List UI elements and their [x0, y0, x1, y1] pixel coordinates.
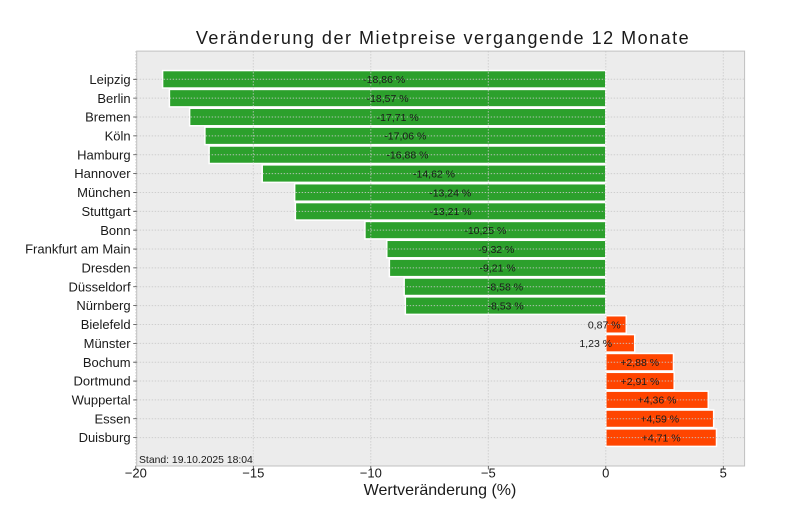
svg-text:Bielefeld: Bielefeld: [81, 317, 131, 332]
svg-text:Dresden: Dresden: [81, 261, 130, 276]
svg-text:Köln: Köln: [105, 128, 131, 143]
svg-text:Nürnberg: Nürnberg: [76, 298, 130, 313]
svg-text:Stuttgart: Stuttgart: [81, 204, 131, 219]
svg-text:Hannover: Hannover: [74, 166, 131, 181]
svg-text:-13,21 %: -13,21 %: [430, 206, 472, 218]
svg-text:-18,57 %: -18,57 %: [367, 93, 409, 105]
svg-text:Wertveränderung (%): Wertveränderung (%): [364, 482, 517, 499]
svg-text:1,23 %: 1,23 %: [579, 338, 612, 350]
svg-text:-9,21 %: -9,21 %: [479, 263, 515, 275]
svg-text:-8,58 %: -8,58 %: [487, 282, 523, 294]
svg-text:Duisburg: Duisburg: [79, 430, 131, 445]
svg-text:Veränderung der Mietpreise ver: Veränderung der Mietpreise vergangende 1…: [196, 28, 690, 48]
svg-text:Dortmund: Dortmund: [74, 374, 131, 389]
svg-text:0: 0: [602, 466, 609, 481]
svg-text:-8,53 %: -8,53 %: [487, 300, 523, 312]
svg-text:+2,88 %: +2,88 %: [620, 357, 659, 369]
svg-text:+4,36 %: +4,36 %: [638, 395, 677, 407]
svg-text:Berlin: Berlin: [97, 91, 130, 106]
svg-text:+4,71 %: +4,71 %: [642, 432, 681, 444]
svg-text:Bremen: Bremen: [85, 110, 131, 125]
svg-text:−20: −20: [125, 466, 147, 481]
svg-text:5: 5: [720, 466, 727, 481]
svg-text:Essen: Essen: [94, 411, 130, 426]
svg-text:Wuppertal: Wuppertal: [72, 393, 131, 408]
svg-text:+4,59 %: +4,59 %: [640, 414, 679, 426]
svg-text:−15: −15: [242, 466, 264, 481]
svg-text:-17,71 %: -17,71 %: [377, 112, 419, 124]
svg-text:-13,24 %: -13,24 %: [429, 187, 471, 199]
svg-text:München: München: [77, 185, 130, 200]
svg-text:-10,25 %: -10,25 %: [464, 225, 506, 237]
svg-text:-18,86 %: -18,86 %: [363, 74, 405, 86]
svg-text:-14,62 %: -14,62 %: [413, 168, 455, 180]
svg-text:Leipzig: Leipzig: [89, 72, 130, 87]
svg-text:-9,32 %: -9,32 %: [478, 244, 514, 256]
svg-text:−5: −5: [481, 466, 496, 481]
svg-text:Düsseldorf: Düsseldorf: [68, 279, 131, 294]
svg-text:-16,88 %: -16,88 %: [386, 150, 428, 162]
svg-text:-17,06 %: -17,06 %: [384, 131, 426, 143]
svg-text:Bonn: Bonn: [100, 223, 130, 238]
svg-text:0,87 %: 0,87 %: [588, 319, 621, 331]
svg-text:−10: −10: [360, 466, 382, 481]
svg-text:Bochum: Bochum: [83, 355, 131, 370]
svg-text:+2,91 %: +2,91 %: [621, 376, 660, 388]
svg-text:Stand: 19.10.2025 18:04: Stand: 19.10.2025 18:04: [139, 455, 253, 466]
svg-text:Hamburg: Hamburg: [77, 147, 130, 162]
svg-text:Münster: Münster: [84, 336, 132, 351]
svg-text:Frankfurt am Main: Frankfurt am Main: [25, 242, 130, 257]
